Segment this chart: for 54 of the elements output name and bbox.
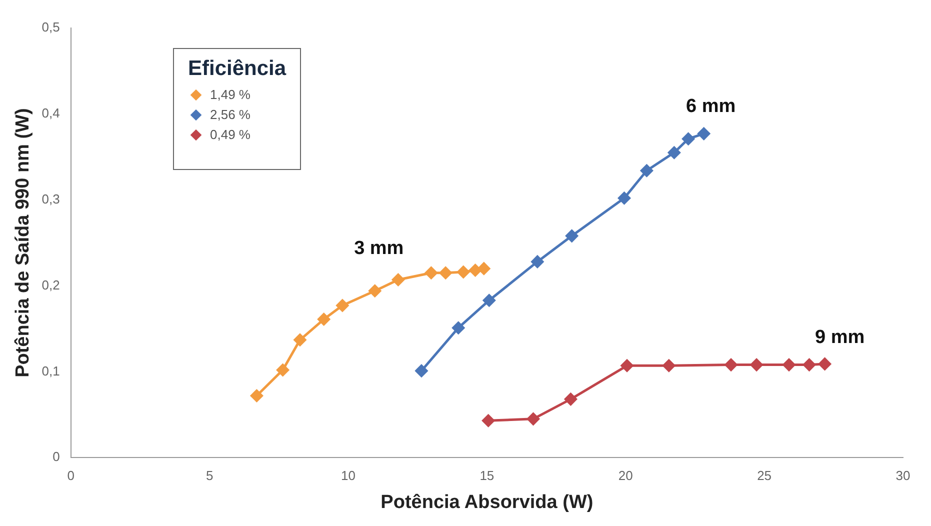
point [531, 255, 544, 268]
point [640, 164, 653, 177]
x-tick-label: 15 [480, 468, 494, 483]
point [482, 294, 496, 307]
x-tick-label: 30 [896, 468, 910, 483]
point [668, 146, 680, 159]
x-tick-label: 20 [618, 468, 633, 483]
point [294, 334, 306, 346]
x-tick-label: 10 [341, 468, 356, 483]
y-tick-label: 0,1 [42, 363, 60, 378]
point [424, 266, 438, 280]
point [250, 389, 263, 402]
y-tick-label: 0,3 [42, 191, 60, 206]
x-tick-label: 5 [206, 468, 214, 483]
point [452, 322, 465, 334]
y-tick-label: 0,5 [42, 20, 60, 35]
point [469, 264, 482, 277]
point [415, 364, 428, 378]
point [276, 364, 290, 376]
point [439, 266, 452, 280]
point [392, 273, 404, 286]
point [662, 359, 676, 372]
point [724, 358, 738, 372]
y-axis-title: Potência de Saída 990 nm (W) [12, 108, 34, 378]
point [318, 313, 330, 326]
point [750, 358, 763, 372]
point [478, 262, 490, 275]
legend-label: 2,56 % [210, 107, 250, 122]
point [782, 358, 796, 372]
point [482, 414, 495, 427]
annotation: 6 mm [686, 96, 736, 117]
y-tick-label: 0,2 [42, 277, 60, 292]
legend-label: 0,49 % [210, 127, 250, 142]
y-tick-label: 0,4 [42, 106, 60, 120]
point [698, 127, 710, 140]
x-tick-label: 25 [757, 468, 772, 483]
y-tick-label: 0 [52, 449, 60, 464]
point [802, 358, 816, 372]
point [618, 192, 630, 204]
point [620, 359, 634, 372]
legend-label: 1,49 % [210, 87, 250, 102]
annotation: 9 mm [814, 327, 865, 348]
point [368, 284, 382, 298]
x-axis-title: Potência Absorvida (W) [380, 492, 594, 513]
point [457, 266, 470, 278]
legend-title: Eficiência [188, 57, 286, 81]
point [527, 412, 540, 426]
annotation: 3 mm [354, 238, 404, 259]
point [564, 392, 577, 406]
point [682, 132, 695, 146]
point [566, 230, 578, 242]
point [818, 358, 832, 370]
point [336, 299, 349, 312]
x-tick-label: 0 [67, 468, 74, 483]
